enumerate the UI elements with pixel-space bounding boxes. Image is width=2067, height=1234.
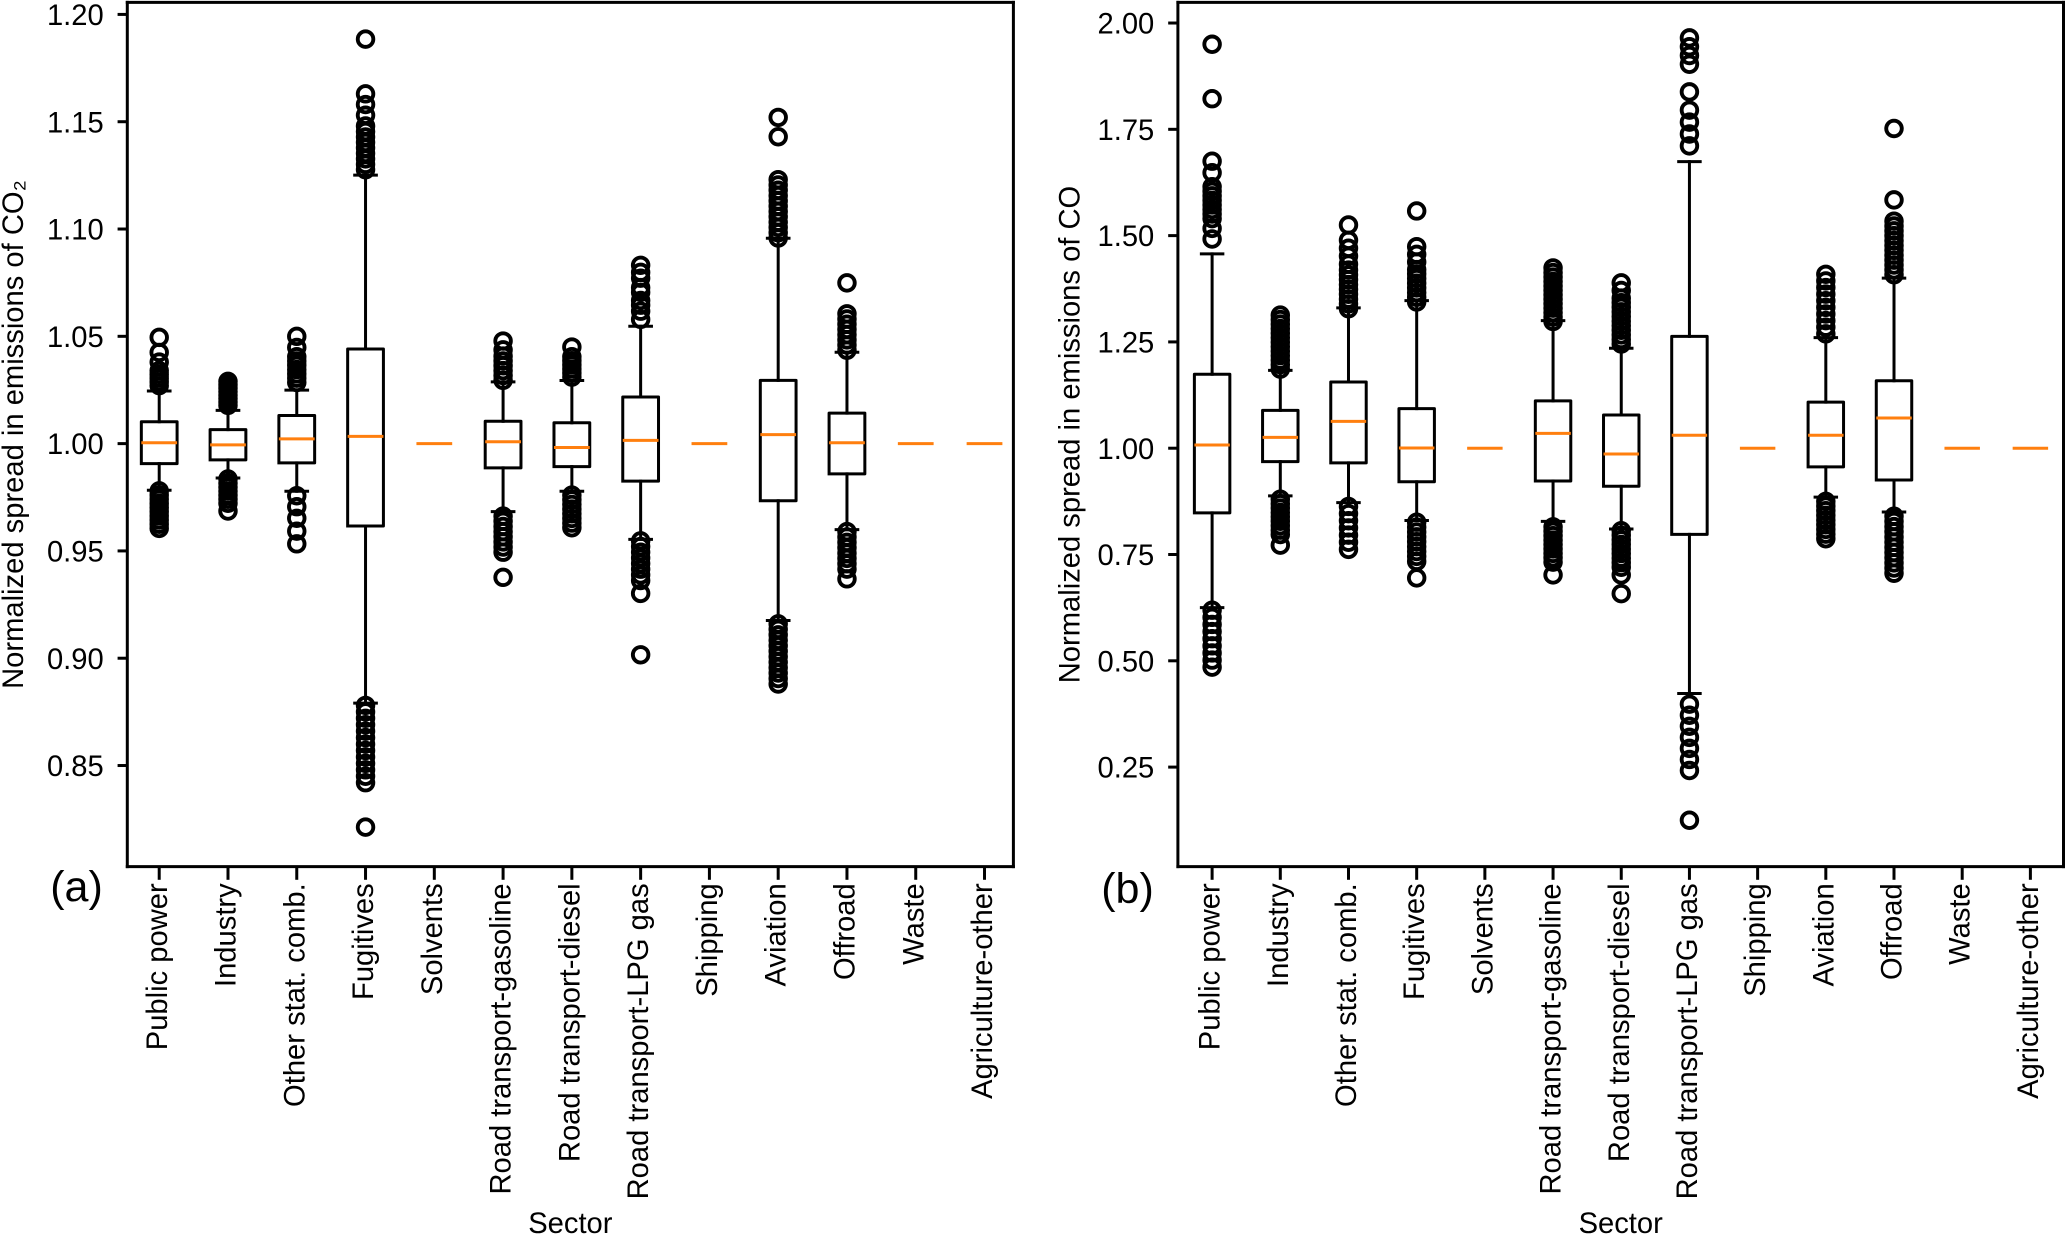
- svg-text:Road transport-LPG gas: Road transport-LPG gas: [623, 883, 655, 1199]
- svg-text:Sector: Sector: [1579, 1208, 1664, 1234]
- svg-text:Road transport-diesel: Road transport-diesel: [554, 883, 586, 1162]
- svg-text:Aviation: Aviation: [1808, 883, 1840, 986]
- svg-text:1.10: 1.10: [47, 215, 104, 247]
- svg-text:Sector: Sector: [528, 1208, 613, 1234]
- svg-text:1.75: 1.75: [1098, 115, 1155, 147]
- svg-text:Fugitives: Fugitives: [1399, 883, 1431, 1000]
- svg-text:Shipping: Shipping: [1740, 883, 1772, 996]
- svg-text:0.50: 0.50: [1098, 646, 1155, 678]
- svg-text:2.00: 2.00: [1098, 9, 1155, 41]
- svg-text:1.05: 1.05: [47, 322, 104, 354]
- svg-text:1.25: 1.25: [1098, 327, 1155, 359]
- svg-text:0.95: 0.95: [47, 536, 104, 568]
- svg-text:0.85: 0.85: [47, 751, 104, 783]
- svg-text:Road transport-gasoline: Road transport-gasoline: [486, 883, 518, 1194]
- svg-text:Public power: Public power: [142, 883, 174, 1050]
- svg-text:(a): (a): [50, 863, 103, 911]
- svg-text:Agriculture-other: Agriculture-other: [967, 883, 999, 1099]
- svg-text:Normalized spread in emissions: Normalized spread in emissions of CO: [1055, 186, 1087, 683]
- svg-text:Fugitives: Fugitives: [348, 883, 380, 1000]
- svg-text:0.75: 0.75: [1098, 540, 1155, 572]
- svg-text:Solvents: Solvents: [417, 883, 449, 995]
- svg-text:Industry: Industry: [1263, 883, 1295, 987]
- svg-text:Waste: Waste: [1945, 883, 1977, 965]
- svg-text:0.25: 0.25: [1098, 753, 1155, 785]
- svg-text:1.15: 1.15: [47, 107, 104, 139]
- svg-text:Solvents: Solvents: [1467, 883, 1499, 995]
- svg-text:Road transport-gasoline: Road transport-gasoline: [1536, 883, 1568, 1194]
- svg-text:Other stat. comb.: Other stat. comb.: [1331, 883, 1363, 1107]
- svg-text:1.00: 1.00: [1098, 434, 1155, 466]
- svg-text:Industry: Industry: [211, 883, 243, 987]
- svg-text:1.50: 1.50: [1098, 221, 1155, 253]
- svg-text:1.00: 1.00: [47, 429, 104, 461]
- svg-text:0.90: 0.90: [47, 644, 104, 676]
- svg-text:Offroad: Offroad: [1877, 883, 1909, 980]
- svg-text:Shipping: Shipping: [692, 883, 724, 996]
- svg-text:1.20: 1.20: [47, 0, 104, 32]
- svg-text:(b): (b): [1101, 865, 1154, 913]
- svg-text:Public power: Public power: [1195, 883, 1227, 1050]
- svg-text:Waste: Waste: [898, 883, 930, 965]
- svg-text:Other stat. comb.: Other stat. comb.: [279, 883, 311, 1107]
- svg-text:Road transport-diesel: Road transport-diesel: [1604, 883, 1636, 1162]
- svg-text:Normalized spread in emissions: Normalized spread in emissions of CO₂: [0, 180, 30, 689]
- svg-text:Agriculture-other: Agriculture-other: [2013, 883, 2045, 1099]
- svg-text:Road transport-LPG gas: Road transport-LPG gas: [1672, 883, 1704, 1199]
- svg-text:Aviation: Aviation: [761, 883, 793, 986]
- svg-text:Offroad: Offroad: [830, 883, 862, 980]
